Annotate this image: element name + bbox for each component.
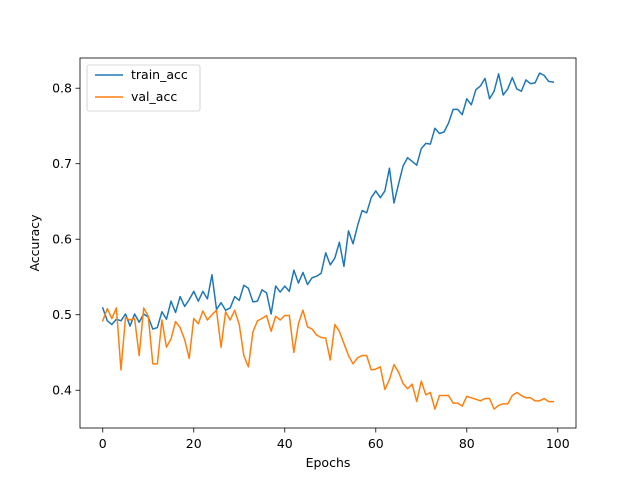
- y-axis-label: Accuracy: [27, 214, 42, 272]
- plot-frame: [79, 57, 577, 429]
- x-tick-label: 40: [277, 436, 293, 451]
- y-tick-label: 0.8: [52, 81, 72, 96]
- legend: train_acc val_acc: [86, 64, 201, 112]
- series-line-val-acc: [101, 307, 554, 410]
- series-line-train-acc: [101, 72, 555, 330]
- x-tick-label: 80: [459, 436, 475, 451]
- x-tick-label: 60: [368, 436, 384, 451]
- x-tick-label: 20: [186, 436, 202, 451]
- legend-label-train-acc: train_acc: [131, 67, 188, 82]
- legend-label-val-acc: val_acc: [131, 89, 177, 104]
- x-tick-label: 0: [99, 436, 107, 451]
- series-layer: [101, 72, 555, 410]
- legend-box: [86, 64, 201, 112]
- y-tick-label: 0.7: [52, 156, 72, 171]
- x-tick-label: 100: [546, 436, 570, 451]
- x-axis-ticks: 0 20 40 60 80 100: [99, 428, 570, 451]
- y-axis-ticks: 0.4 0.5 0.6 0.7 0.8: [52, 81, 80, 398]
- y-tick-label: 0.5: [52, 307, 72, 322]
- y-tick-label: 0.6: [52, 232, 72, 247]
- x-axis-label: Epochs: [306, 455, 351, 470]
- y-tick-label: 0.4: [52, 383, 72, 398]
- plot-area: [80, 58, 576, 428]
